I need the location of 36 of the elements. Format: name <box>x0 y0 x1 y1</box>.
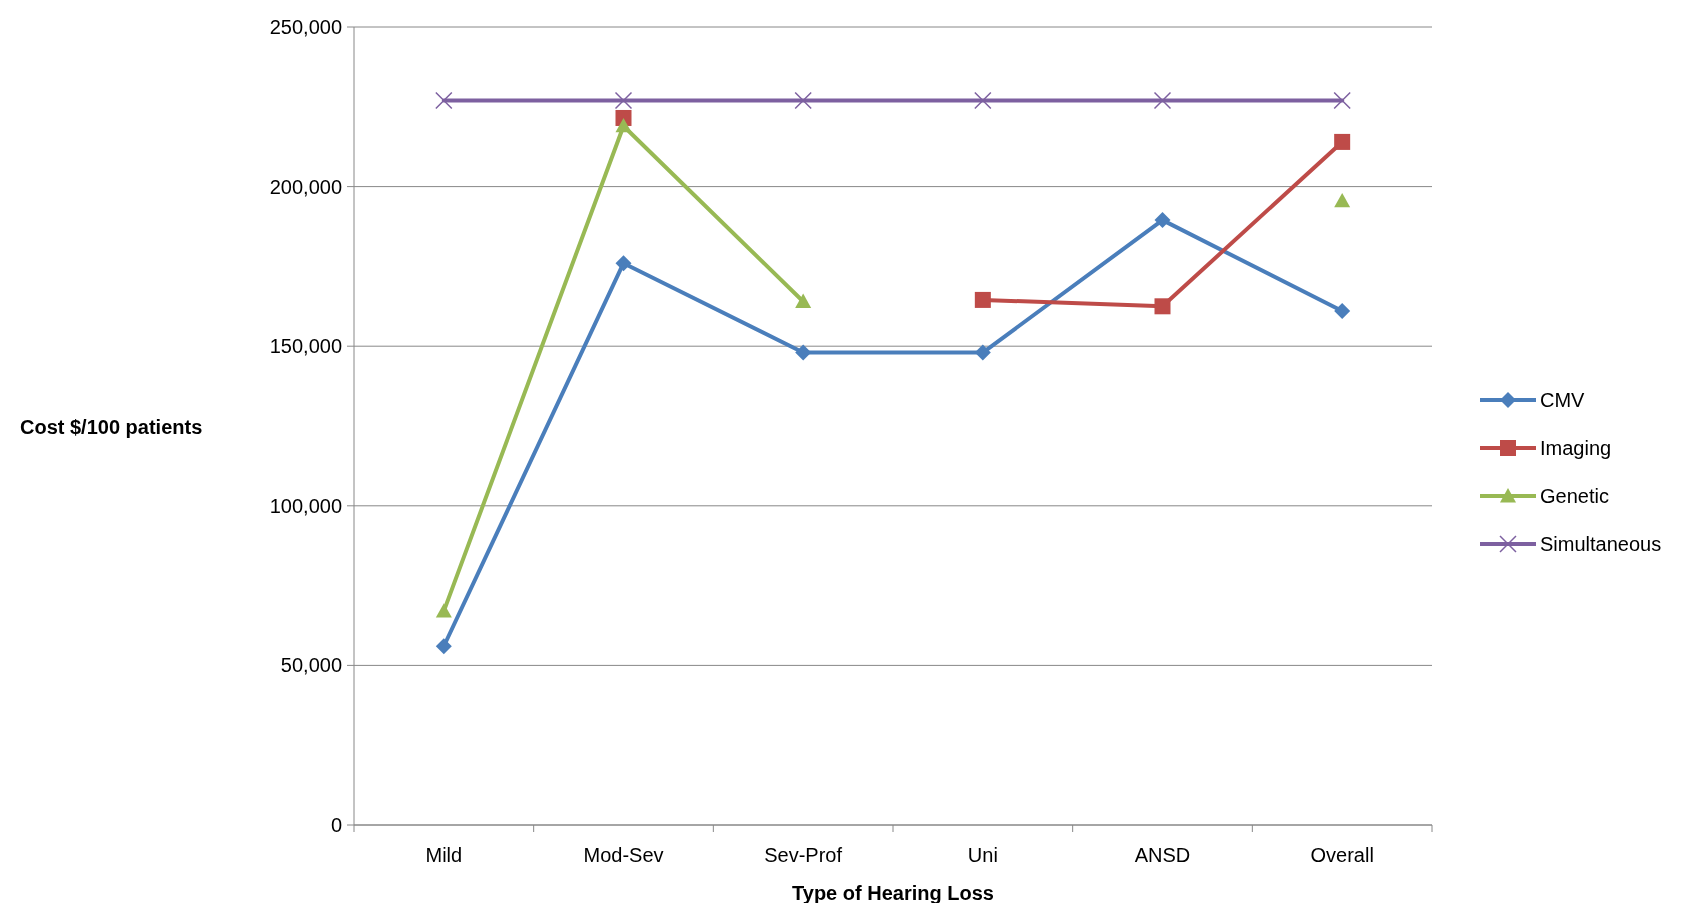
point <box>614 91 633 110</box>
point <box>795 344 812 361</box>
y-tick-label: 150,000 <box>269 335 342 358</box>
y-tick-label: 50,000 <box>280 654 342 677</box>
x-tick-label: Overall <box>1310 844 1374 866</box>
legend-label: Imaging <box>1540 437 1612 459</box>
point <box>1333 91 1351 110</box>
point <box>794 91 812 110</box>
point <box>615 255 632 272</box>
legend-label: Genetic <box>1540 485 1609 507</box>
point <box>435 603 452 618</box>
y-tick-label: 100,000 <box>269 494 342 517</box>
legend-label: Simultaneous <box>1540 533 1662 555</box>
y-tick-label: 200,000 <box>269 175 342 198</box>
x-tick-label: Uni <box>967 844 998 866</box>
point <box>974 91 992 110</box>
point <box>1334 192 1351 208</box>
point <box>435 638 452 655</box>
point <box>1153 91 1172 110</box>
point <box>974 344 991 361</box>
y-tick-label: 250,000 <box>269 16 342 38</box>
x-tick-label: ANSD <box>1134 844 1191 866</box>
x-tick-label: Sev-Prof <box>764 844 843 866</box>
point <box>1154 212 1171 229</box>
point <box>435 91 453 110</box>
legend-label: CMV <box>1540 389 1586 411</box>
y-axis-title: Cost $/100 patients <box>20 416 203 438</box>
x-tick-label: Mild <box>425 844 463 866</box>
x-tick-label: Mod-Sev <box>583 844 664 866</box>
point <box>1334 133 1351 150</box>
point <box>1334 303 1351 320</box>
point <box>1154 298 1171 315</box>
point <box>615 117 632 133</box>
y-tick-label: 0 <box>330 814 342 836</box>
point <box>795 293 812 308</box>
point <box>974 291 991 308</box>
